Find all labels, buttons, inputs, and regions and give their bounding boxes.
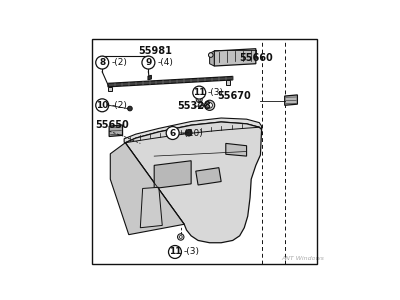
Text: 8: 8 bbox=[99, 58, 105, 67]
Bar bbox=[226, 80, 230, 85]
Circle shape bbox=[186, 130, 192, 136]
Circle shape bbox=[96, 56, 109, 69]
Circle shape bbox=[166, 127, 179, 140]
Polygon shape bbox=[196, 168, 221, 185]
Polygon shape bbox=[148, 75, 152, 80]
Text: 9: 9 bbox=[145, 58, 152, 67]
Polygon shape bbox=[109, 125, 122, 136]
Text: 55670: 55670 bbox=[217, 91, 251, 101]
Text: 11: 11 bbox=[169, 248, 181, 256]
Polygon shape bbox=[226, 143, 246, 156]
Circle shape bbox=[193, 86, 206, 99]
Polygon shape bbox=[154, 161, 191, 188]
Bar bbox=[108, 87, 112, 92]
Circle shape bbox=[196, 97, 202, 103]
Circle shape bbox=[168, 245, 182, 259]
Text: 11: 11 bbox=[193, 88, 206, 97]
Circle shape bbox=[204, 100, 215, 110]
Circle shape bbox=[179, 236, 182, 238]
Circle shape bbox=[198, 98, 201, 101]
Polygon shape bbox=[214, 49, 256, 66]
Text: -(3): -(3) bbox=[208, 88, 224, 97]
Circle shape bbox=[128, 106, 132, 111]
Polygon shape bbox=[125, 122, 262, 243]
Text: 55328: 55328 bbox=[178, 101, 212, 112]
Text: -(2): -(2) bbox=[112, 58, 127, 67]
Text: -(3): -(3) bbox=[184, 248, 200, 256]
Text: 10: 10 bbox=[96, 101, 108, 110]
Text: ANT Windows: ANT Windows bbox=[281, 256, 324, 261]
Polygon shape bbox=[108, 76, 233, 87]
Text: -(4): -(4) bbox=[158, 58, 174, 67]
Text: -(10): -(10) bbox=[182, 128, 204, 137]
Text: -(2): -(2) bbox=[112, 101, 127, 110]
Text: 55660: 55660 bbox=[239, 53, 273, 63]
Circle shape bbox=[207, 103, 212, 108]
Text: 55650: 55650 bbox=[96, 120, 130, 130]
Polygon shape bbox=[285, 95, 297, 105]
Circle shape bbox=[178, 234, 184, 240]
Polygon shape bbox=[124, 118, 262, 143]
Text: 6: 6 bbox=[170, 128, 176, 137]
Polygon shape bbox=[210, 51, 214, 66]
Text: 55981: 55981 bbox=[138, 46, 172, 56]
Circle shape bbox=[142, 56, 155, 69]
Circle shape bbox=[208, 53, 213, 57]
Polygon shape bbox=[140, 187, 162, 228]
Circle shape bbox=[198, 103, 204, 108]
Polygon shape bbox=[110, 143, 184, 235]
Circle shape bbox=[96, 99, 109, 112]
